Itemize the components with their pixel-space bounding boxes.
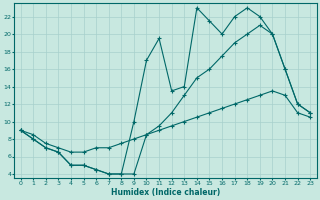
- X-axis label: Humidex (Indice chaleur): Humidex (Indice chaleur): [111, 188, 220, 197]
